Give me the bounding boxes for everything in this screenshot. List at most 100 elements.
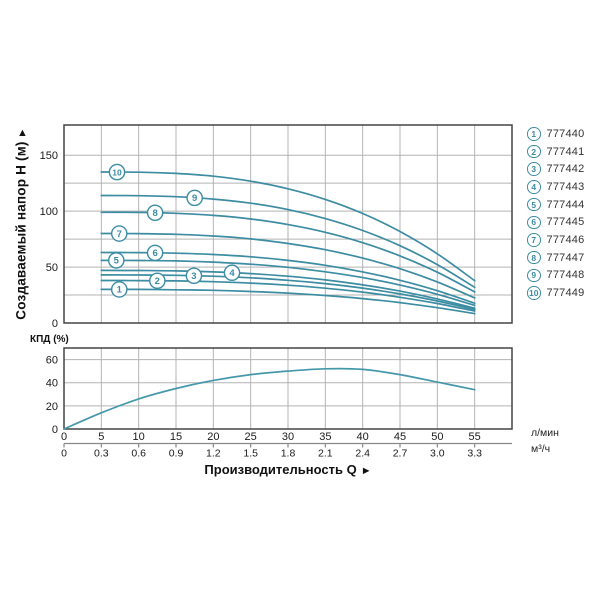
head-chart-frame — [63, 124, 513, 324]
x-tick-label-m3h: 2.4 — [355, 448, 370, 460]
efficiency-y-tick-label: 20 — [46, 401, 58, 413]
curve-number-text-7: 7 — [117, 229, 122, 240]
legend-model-label: 777441 — [546, 145, 585, 158]
legend-model-label: 777446 — [546, 233, 585, 246]
legend-item-777448: 9 777448 — [527, 267, 584, 285]
head-curve-8 — [100, 211, 476, 293]
head-y-tick-label: 100 — [40, 206, 58, 218]
legend-series-number: 10 — [527, 286, 541, 300]
x-tick-label-lmin: 45 — [394, 431, 406, 443]
x-tick-label-m3h: 1.5 — [243, 448, 258, 460]
curve-number-text-3: 3 — [191, 271, 196, 282]
legend-item-777445: 6 777445 — [527, 213, 584, 231]
legend-series-number: 7 — [527, 233, 541, 247]
curve-number-badge-10 — [108, 163, 126, 181]
x-tick-label-lmin: 50 — [431, 431, 443, 443]
x-tick-label-lmin: 15 — [170, 431, 182, 443]
head-curve-10 — [100, 171, 476, 282]
head-y-tick-label: 150 — [40, 150, 58, 162]
x-tick-label-m3h: 0 — [61, 448, 67, 460]
curve-number-text-6: 6 — [152, 248, 157, 259]
legend-series-number: 9 — [527, 268, 541, 283]
curve-number-text-5: 5 — [114, 256, 120, 267]
legend-model-label: 777443 — [546, 180, 585, 193]
curve-number-badge-2 — [149, 272, 166, 290]
x-tick-label-m3h: 3.0 — [430, 448, 445, 460]
head-curve-7 — [100, 232, 476, 299]
head-curve-6 — [100, 251, 476, 305]
curve-number-text-4: 4 — [229, 268, 235, 279]
x-tick-label-lmin: 5 — [98, 431, 104, 443]
x-tick-label-lmin: 25 — [245, 431, 257, 443]
x-tick-label-m3h: 0.3 — [94, 448, 109, 460]
x-tick-label-lmin: 55 — [469, 431, 481, 443]
legend-item-777442: 3 777442 — [527, 160, 584, 178]
legend-model-label: 777444 — [546, 198, 585, 211]
head-curve-4 — [100, 269, 476, 310]
x-tick-label-lmin: 20 — [207, 431, 219, 443]
head-curve-5 — [100, 259, 476, 307]
curve-number-text-10: 10 — [112, 167, 122, 177]
head-curve-3 — [100, 274, 476, 311]
legend-model-label: 777442 — [546, 163, 585, 176]
x-tick-label-m3h: 2.1 — [318, 448, 333, 460]
head-y-tick-label: 50 — [46, 262, 58, 274]
legend-series-number: 5 — [527, 197, 541, 212]
efficiency-y-tick-label: 60 — [46, 355, 58, 367]
legend-model-label: 777447 — [546, 251, 585, 264]
x-tick-label-m3h: 2.7 — [393, 448, 408, 460]
legend-series-number: 4 — [527, 180, 541, 194]
legend-item-777443: 4 777443 — [527, 178, 584, 196]
curve-number-badge-7 — [110, 225, 128, 242]
legend-item-777446: 7 777446 — [527, 231, 584, 249]
curve-number-text-9: 9 — [192, 193, 197, 204]
legend-item-777447: 8 777447 — [527, 249, 584, 267]
curve-number-badge-8 — [146, 204, 164, 222]
efficiency-axis-label: КПД (%) — [30, 334, 69, 345]
x-axis-title: Производительность Q ► — [64, 462, 512, 477]
efficiency-y-tick-label: 40 — [46, 378, 58, 390]
right-arrow-icon: ► — [360, 465, 372, 477]
x-axis-title-text: Производительность Q — [204, 462, 357, 477]
legend-series-number: 1 — [527, 127, 541, 141]
head-y-tick-label: 0 — [52, 318, 58, 330]
curve-number-badge-4 — [223, 264, 241, 282]
curve-number-badge-9 — [186, 189, 203, 207]
x-tick-label-lmin: 40 — [357, 431, 369, 443]
x-tick-label-m3h: 3.3 — [467, 448, 482, 460]
legend-item-777441: 2 777441 — [527, 143, 584, 161]
curve-number-badge-5 — [107, 252, 125, 269]
x-tick-label-lmin: 35 — [319, 431, 331, 443]
x-tick-label-m3h: 1.8 — [281, 448, 296, 460]
model-legend: 1 777440 2 777441 3 777442 4 777443 5 777444 6 7774… — [527, 125, 584, 302]
x-tick-label-lmin: 0 — [61, 431, 67, 443]
x-tick-label-lmin: 10 — [133, 431, 145, 443]
curve-number-badge-1 — [110, 281, 128, 298]
efficiency-y-tick-label: 0 — [52, 424, 58, 436]
curve-number-text-2: 2 — [155, 276, 160, 287]
efficiency-chart-frame — [63, 347, 513, 430]
legend-item-777449: 10 777449 — [527, 284, 584, 302]
curve-number-text-8: 8 — [152, 208, 157, 219]
legend-series-number: 2 — [527, 144, 541, 159]
x-tick-label-m3h: 0.9 — [169, 448, 184, 460]
x-tick-label-m3h: 1.2 — [206, 448, 221, 460]
legend-series-number: 8 — [527, 250, 541, 265]
legend-model-label: 777440 — [546, 127, 585, 140]
efficiency-curve — [63, 367, 476, 430]
legend-model-label: 777448 — [546, 269, 585, 282]
curve-number-text-1: 1 — [117, 285, 123, 296]
legend-item-777440: 1 777440 — [527, 125, 584, 143]
head-curve-1 — [100, 288, 476, 315]
legend-model-label: 777445 — [546, 216, 585, 229]
legend-series-number: 6 — [527, 215, 541, 230]
curve-number-badge-3 — [185, 267, 203, 285]
curve-number-badge-6 — [146, 244, 164, 262]
legend-series-number: 3 — [527, 162, 541, 176]
unit-label-m3h: м³/ч — [531, 443, 551, 455]
unit-label-lmin: л/мин — [531, 427, 559, 439]
head-curve-9 — [100, 194, 476, 289]
x-tick-label-lmin: 30 — [282, 431, 294, 443]
